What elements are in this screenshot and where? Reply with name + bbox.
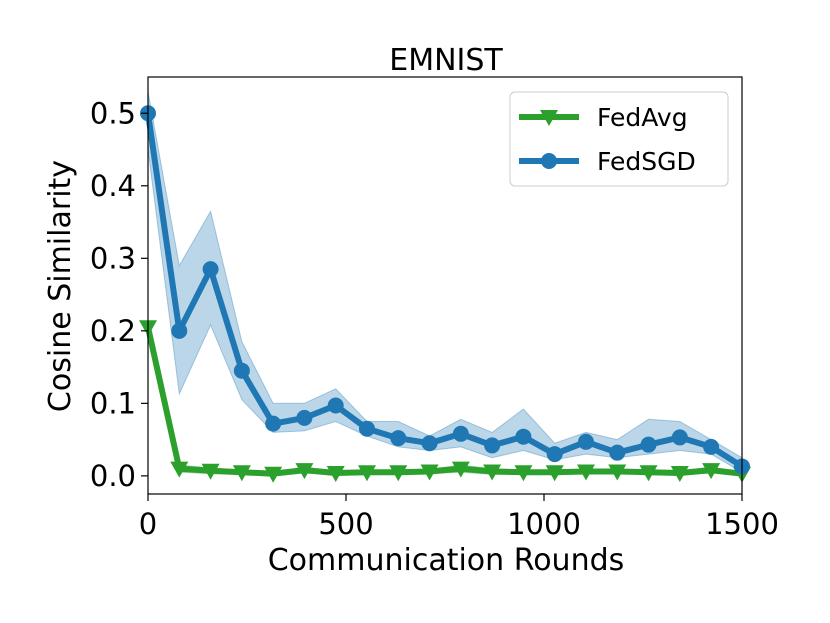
fedavg-point — [389, 465, 408, 482]
fedsgd-point — [577, 433, 594, 450]
fedsgd-point — [609, 444, 626, 461]
fedsgd-point — [265, 415, 282, 432]
fedsgd-point — [515, 428, 532, 445]
fedsgd-point — [671, 429, 688, 446]
legend: FedAvg FedSGD — [509, 91, 729, 187]
fedsgd-point — [546, 446, 563, 463]
fedavg-point — [639, 465, 658, 482]
fedsgd-point — [703, 438, 720, 455]
fedsgd-point — [202, 261, 219, 278]
fedavg-point — [170, 461, 189, 478]
y-tick-label: 0.0 — [90, 459, 136, 493]
fedsgd-point — [171, 322, 188, 339]
fedsgd-point — [233, 362, 250, 379]
y-tick-label: 0.4 — [90, 169, 136, 203]
chart-title: EMNIST — [389, 43, 503, 78]
fedsgd-point — [358, 420, 375, 437]
fedsgd-point — [327, 397, 344, 414]
fedavg-point — [514, 465, 533, 482]
fedavg-point — [357, 465, 376, 482]
x-tick-label: 0 — [139, 507, 157, 541]
fedavg-point — [483, 464, 502, 481]
fedavg-point — [264, 466, 283, 483]
y-tick-label: 0.3 — [90, 241, 136, 275]
y-tick-label: 0.5 — [90, 96, 136, 130]
y-tick-label: 0.1 — [90, 386, 136, 420]
fedavg-point — [451, 461, 470, 478]
fedavg-point — [232, 465, 251, 482]
fedavg-point — [576, 464, 595, 481]
fedsgd-point — [484, 437, 501, 454]
y-tick-label: 0.2 — [90, 314, 136, 348]
fedavg-point — [608, 464, 627, 481]
fedsgd-point — [452, 425, 469, 442]
legend-fedavg-marker — [540, 110, 558, 126]
fedsgd-point — [390, 430, 407, 447]
fedavg-point — [545, 465, 564, 482]
fedavg-point — [702, 463, 721, 480]
fedavg-point — [670, 465, 689, 482]
x-axis-label: Communication Rounds — [268, 543, 625, 578]
legend-fedsgd-label: FedSGD — [597, 147, 696, 176]
fedavg-point — [201, 463, 220, 480]
x-tick-label: 1000 — [507, 507, 581, 541]
fedavg-point — [420, 464, 439, 481]
x-axis-ticks: 0 500 1000 1500 — [139, 494, 779, 541]
fedsgd-point — [640, 436, 657, 453]
x-tick-label: 1500 — [705, 507, 779, 541]
fedsgd-point — [421, 435, 438, 452]
x-tick-label: 500 — [318, 507, 373, 541]
plot-frame — [147, 76, 743, 495]
fedavg-point — [326, 465, 345, 482]
fedsgd-point — [296, 409, 313, 426]
fedavg-line — [145, 326, 743, 477]
legend-fedavg-label: FedAvg — [597, 103, 688, 132]
y-axis-ticks: 0.0 0.1 0.2 0.3 0.4 0.5 — [90, 96, 148, 493]
legend-fedsgd-marker — [541, 153, 557, 169]
y-axis-label: Cosine Similarity — [43, 160, 78, 412]
fedavg-point — [295, 463, 314, 480]
